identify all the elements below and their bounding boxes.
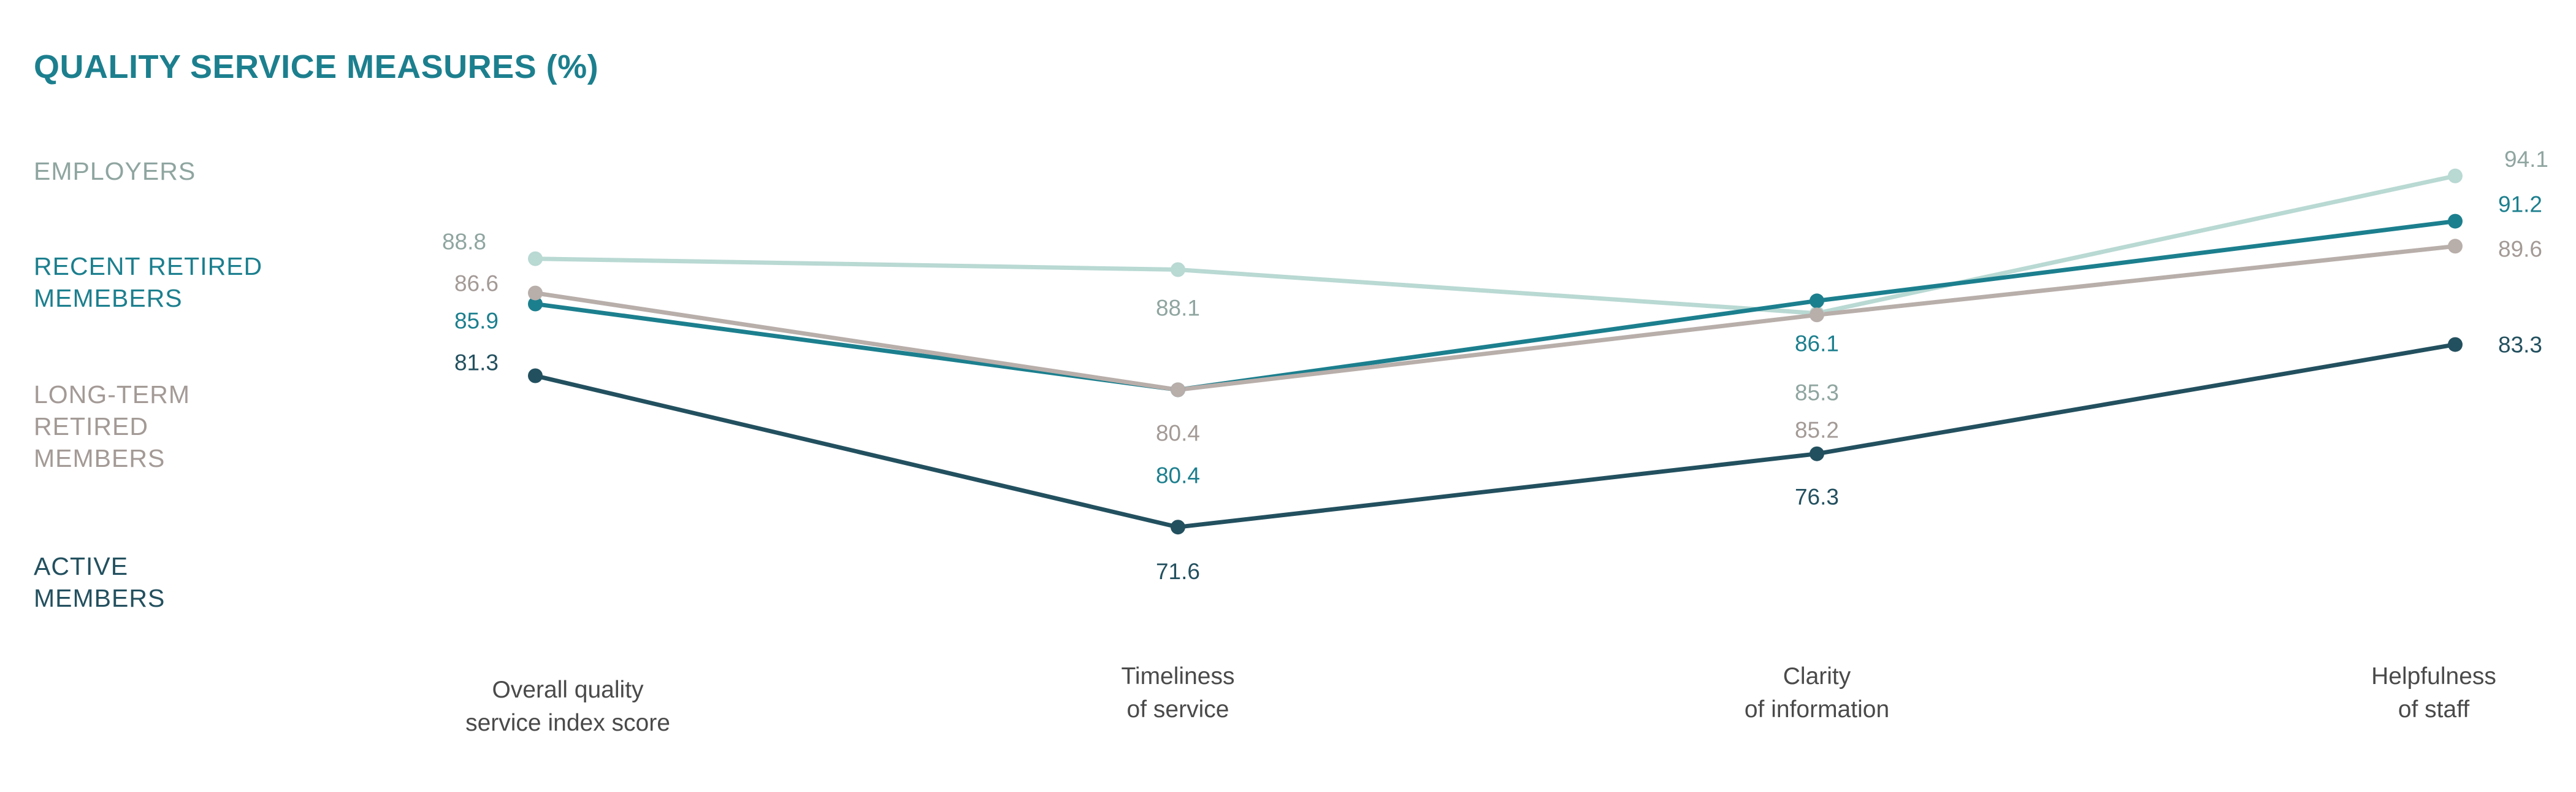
category-label-2-line-0: Clarity <box>1783 663 1851 690</box>
point-active-members-3 <box>2448 337 2463 352</box>
legend-recent-retired-memebers-line-0: RECENT RETIRED <box>34 252 262 280</box>
category-label-1-line-1: of service <box>1127 696 1229 723</box>
data-label-employers-3: 94.1 <box>2504 147 2548 172</box>
point-employers-3 <box>2448 168 2463 183</box>
series-line-recent-retired-memebers <box>533 219 2458 392</box>
legend: EMPLOYERS RECENT RETIRED MEMEBERS LONG-TERM… <box>34 157 262 612</box>
category-label-2-line-1: of information <box>1745 696 1889 723</box>
legend-employers-line-0: EMPLOYERS <box>34 157 196 185</box>
data-label-active-members-1: 71.6 <box>1156 559 1200 584</box>
data-label-recent-retired-memebers-1: 80.4 <box>1156 463 1200 488</box>
point-active-members-0 <box>528 368 543 383</box>
data-label-active-members-3: 83.3 <box>2498 333 2542 358</box>
data-label-recent-retired-memebers-2: 86.1 <box>1795 331 1839 356</box>
data-label-long-term-retired-members-2: 85.2 <box>1795 417 1839 442</box>
data-labels: 88.8 88.1 85.3 94.1 85.9 80.4 86.1 91.2 86.6 80.4… <box>442 147 2548 584</box>
point-long-term-retired-members-3 <box>2448 239 2463 254</box>
category-label-1-line-0: Timeliness <box>1122 663 1235 690</box>
point-long-term-retired-members-2 <box>1810 307 1824 323</box>
legend-active-members-line-1: MEMBERS <box>34 584 165 612</box>
point-active-members-1 <box>1171 520 1185 535</box>
data-label-long-term-retired-members-0: 86.6 <box>454 271 499 296</box>
series-line-employers <box>533 174 2458 316</box>
chart-title: QUALITY SERVICE MEASURES (%) <box>34 48 598 85</box>
legend-recent-retired-memebers-line-1: MEMEBERS <box>34 284 183 312</box>
legend-long-term-retired-members-line-2: MEMBERS <box>34 444 165 472</box>
legend-active-members-line-0: ACTIVE <box>34 552 128 580</box>
data-label-long-term-retired-members-3: 89.6 <box>2498 236 2542 261</box>
series-lines <box>533 174 2458 529</box>
series-line-long-term-retired-members <box>533 244 2458 392</box>
legend-long-term-retired-members-line-0: LONG-TERM <box>34 380 190 409</box>
point-long-term-retired-members-0 <box>528 285 543 301</box>
data-label-employers-1: 88.1 <box>1156 296 1200 321</box>
point-active-members-2 <box>1810 446 1824 461</box>
point-recent-retired-memebers-2 <box>1810 293 1824 309</box>
point-employers-0 <box>528 251 543 266</box>
data-label-active-members-2: 76.3 <box>1795 485 1839 510</box>
data-label-employers-2: 85.3 <box>1795 380 1839 406</box>
data-label-long-term-retired-members-1: 80.4 <box>1156 420 1200 445</box>
series-line-active-members <box>533 342 2458 529</box>
data-label-recent-retired-memebers-3: 91.2 <box>2498 192 2542 217</box>
legend-long-term-retired-members-line-1: RETIRED <box>34 412 148 440</box>
point-recent-retired-memebers-0 <box>528 296 543 312</box>
series-points <box>528 168 2463 535</box>
point-recent-retired-memebers-3 <box>2448 213 2463 229</box>
category-label-3-line-0: Helpfulness <box>2371 663 2496 690</box>
point-long-term-retired-members-1 <box>1171 382 1185 398</box>
data-label-recent-retired-memebers-0: 85.9 <box>454 309 499 334</box>
category-labels: Overall quality service index score Timeli… <box>465 663 2496 736</box>
category-label-3-line-1: of staff <box>2398 696 2470 723</box>
category-label-0-line-0: Overall quality <box>492 677 644 703</box>
data-label-employers-0: 88.8 <box>442 229 486 255</box>
point-employers-1 <box>1171 262 1185 277</box>
category-label-0-line-1: service index score <box>465 710 670 736</box>
data-label-active-members-0: 81.3 <box>454 350 499 375</box>
